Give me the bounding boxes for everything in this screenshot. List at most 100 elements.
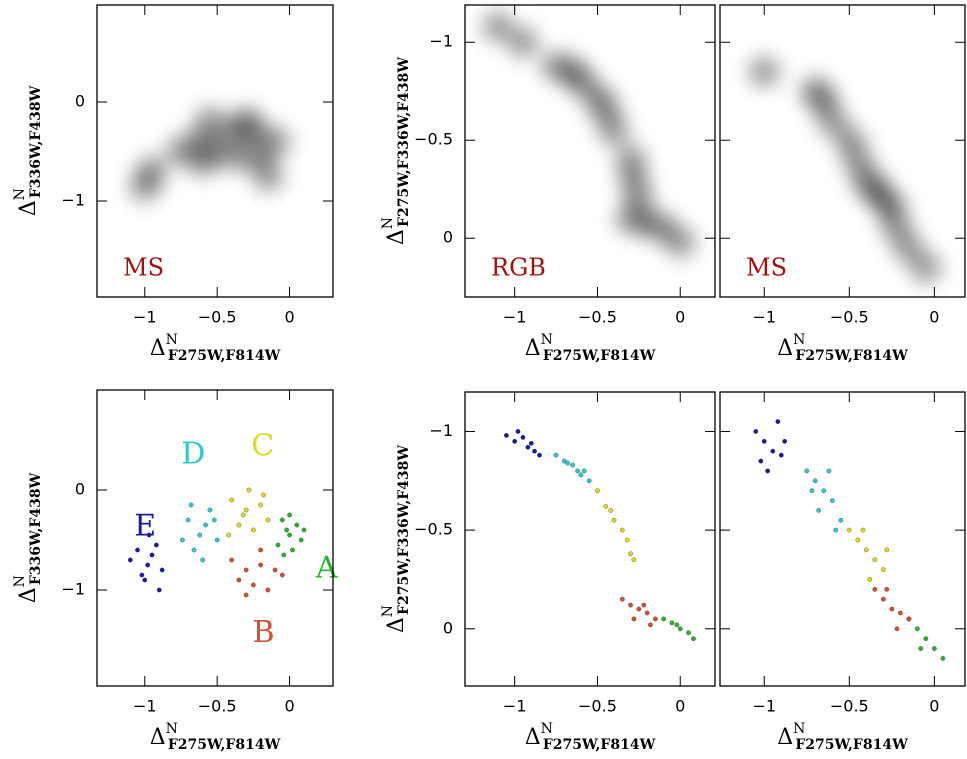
y-tick-label: −1 bbox=[429, 421, 453, 440]
point bbox=[686, 630, 691, 636]
series-label: C bbox=[251, 429, 274, 464]
point bbox=[765, 468, 770, 474]
frame bbox=[96, 389, 334, 687]
x-tick-label: 0 bbox=[675, 308, 685, 327]
point bbox=[619, 596, 625, 602]
y-axis-label: ΔNF336W,F438W bbox=[12, 85, 44, 216]
density-blob bbox=[909, 251, 942, 284]
point bbox=[812, 478, 818, 484]
point bbox=[258, 562, 263, 568]
point bbox=[833, 527, 839, 533]
point bbox=[149, 552, 155, 558]
panel-label: MS bbox=[746, 254, 787, 282]
y-axis-label-sub: F275W,F336W,F438W bbox=[396, 57, 412, 227]
point bbox=[884, 586, 890, 592]
point bbox=[191, 547, 197, 553]
y-axis-label-symbol: Δ bbox=[16, 587, 41, 603]
point bbox=[653, 616, 658, 622]
point bbox=[520, 435, 526, 440]
point bbox=[553, 452, 559, 458]
panel: −1 −0.5 0 ΔN F275W,F814W MS bbox=[719, 4, 966, 364]
density bbox=[482, 10, 697, 259]
series-label: E bbox=[134, 509, 156, 544]
point bbox=[894, 626, 900, 632]
x-tick-label: −0.5 bbox=[578, 308, 617, 327]
point bbox=[159, 567, 165, 573]
point bbox=[608, 508, 614, 513]
y-axis-label-symbol: Δ bbox=[384, 229, 409, 245]
x-axis-label-sup: N bbox=[166, 721, 178, 737]
point bbox=[586, 478, 592, 484]
frame bbox=[719, 391, 966, 687]
density-blob bbox=[251, 160, 284, 193]
plot-area bbox=[128, 105, 292, 203]
point bbox=[229, 557, 235, 563]
point bbox=[236, 522, 242, 528]
x-tick-label: −0.5 bbox=[578, 697, 617, 716]
point bbox=[669, 620, 675, 626]
point bbox=[816, 508, 822, 513]
panel-label: MS bbox=[123, 254, 164, 282]
density-blob bbox=[589, 94, 622, 127]
x-axis-label-symbol: Δ bbox=[777, 725, 793, 750]
point bbox=[581, 468, 587, 474]
plot-area bbox=[753, 419, 946, 661]
point bbox=[287, 532, 292, 538]
point bbox=[838, 517, 844, 523]
point bbox=[281, 552, 287, 558]
point bbox=[515, 429, 521, 434]
point bbox=[236, 577, 242, 583]
x-axis-label-symbol: Δ bbox=[150, 336, 166, 361]
x-axis-label: ΔN F275W,F814W bbox=[525, 721, 656, 753]
point bbox=[200, 557, 206, 563]
point bbox=[272, 567, 278, 573]
point bbox=[565, 460, 570, 466]
x-tick-label: 0 bbox=[929, 697, 939, 716]
point bbox=[867, 577, 873, 582]
frame bbox=[464, 4, 716, 298]
point bbox=[691, 636, 696, 641]
point bbox=[631, 616, 637, 622]
point bbox=[265, 587, 271, 593]
point bbox=[294, 522, 300, 528]
point bbox=[631, 557, 637, 563]
point bbox=[243, 592, 249, 598]
panel-label: RGB bbox=[491, 254, 546, 282]
x-axis-label: ΔN F275W,F814W bbox=[777, 721, 908, 753]
x-axis-label-sup: N bbox=[541, 332, 553, 348]
point bbox=[860, 527, 866, 533]
point bbox=[578, 472, 584, 478]
x-tick-label: −0.5 bbox=[198, 697, 237, 716]
y-tick-label: 0 bbox=[75, 92, 85, 111]
point bbox=[906, 616, 912, 622]
series-label: A bbox=[315, 551, 338, 586]
point bbox=[915, 626, 920, 632]
point bbox=[923, 636, 929, 641]
point bbox=[636, 606, 642, 612]
point bbox=[575, 468, 580, 474]
point bbox=[880, 567, 886, 572]
point bbox=[761, 438, 767, 444]
density-blob bbox=[748, 55, 781, 88]
point bbox=[897, 610, 903, 616]
x-tick-label: −1 bbox=[503, 697, 527, 716]
point bbox=[804, 468, 810, 474]
x-axis-label: ΔN F275W,F814W bbox=[150, 332, 281, 364]
point bbox=[644, 610, 650, 616]
point bbox=[298, 537, 304, 543]
point bbox=[570, 462, 575, 468]
y-axis-label-symbol: Δ bbox=[16, 200, 41, 216]
density-blob bbox=[540, 49, 573, 82]
x-axis-label: ΔN F275W,F814W bbox=[525, 332, 656, 364]
x-axis-label-sup: N bbox=[166, 332, 178, 348]
y-axis-label-symbol: Δ bbox=[384, 617, 409, 633]
point bbox=[932, 646, 937, 651]
y-axis-label-sup: N bbox=[12, 575, 28, 587]
point bbox=[628, 551, 633, 557]
point bbox=[214, 537, 220, 543]
point bbox=[525, 444, 531, 450]
point bbox=[863, 547, 869, 553]
